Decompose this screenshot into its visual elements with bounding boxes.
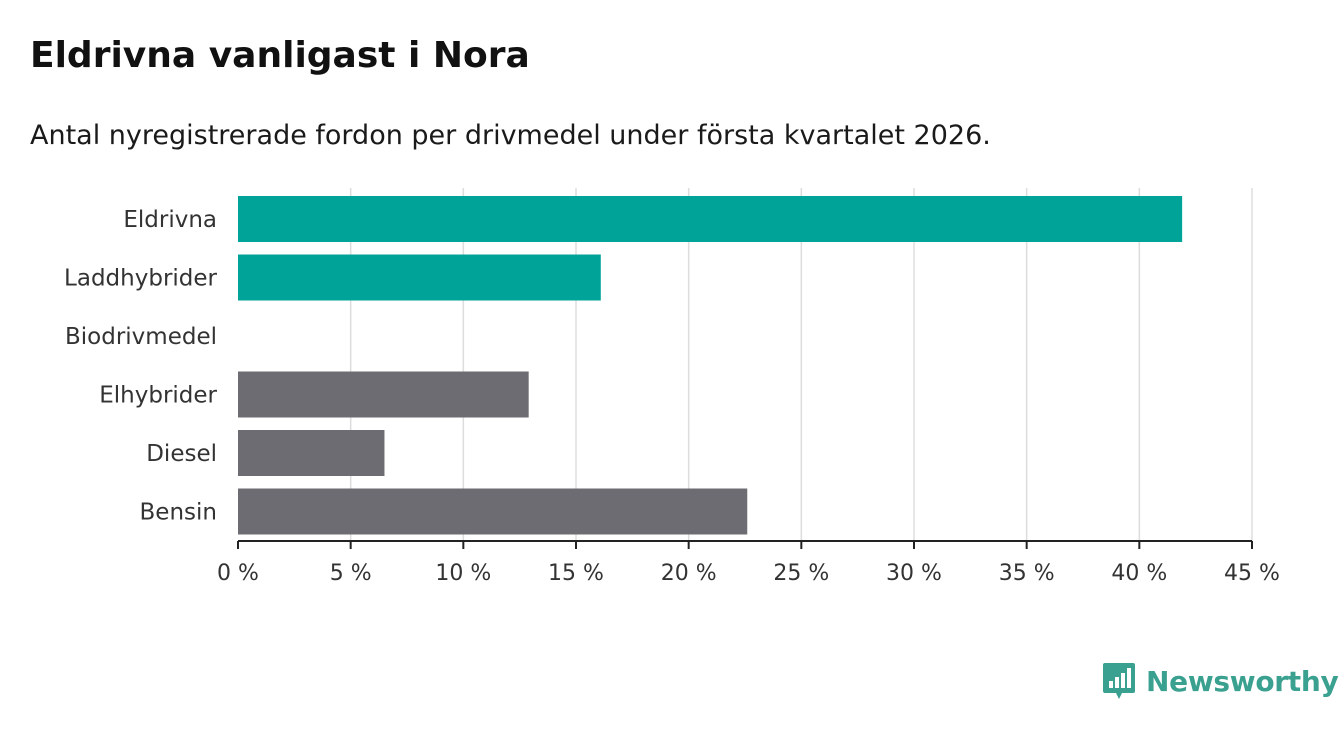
chart-subtitle: Antal nyregistrerade fordon per drivmede… xyxy=(30,120,991,151)
x-axis: 0 % 5 % 10 % 15 % 20 % 25 % 30 % 35 % 40 % 45 % xyxy=(217,540,1280,586)
bar-laddhybrider xyxy=(238,254,601,301)
x-tick-label: 45 % xyxy=(1224,561,1280,586)
x-tick-label: 30 % xyxy=(886,561,942,586)
category-label: Laddhybrider xyxy=(64,266,217,292)
bar-bensin xyxy=(238,488,748,535)
category-label: Eldrivna xyxy=(123,207,217,233)
chart-title: Eldrivna vanligast i Nora xyxy=(30,35,530,76)
grid-lines xyxy=(349,188,1253,541)
category-labels: Eldrivna Laddhybrider Biodrivmedel Elhybrid… xyxy=(64,207,217,526)
x-tick-label: 40 % xyxy=(1111,561,1167,586)
category-label: Biodrivmedel xyxy=(65,324,217,350)
x-tick-label: 5 % xyxy=(330,561,372,586)
bar-eldrivna xyxy=(238,196,1183,242)
x-tick-label: 10 % xyxy=(435,561,491,586)
x-tick-label: 15 % xyxy=(548,561,604,586)
newsworthy-logo: Newsworthy xyxy=(1102,660,1339,702)
x-tick-label: 25 % xyxy=(773,561,829,586)
brand-name: Newsworthy xyxy=(1146,664,1339,698)
category-label: Bensin xyxy=(140,500,217,526)
category-label: Diesel xyxy=(146,441,217,467)
bar-chart-icon xyxy=(1103,663,1135,699)
category-label: Elhybrider xyxy=(99,383,217,409)
x-tick-label: 0 % xyxy=(217,561,259,586)
bar-chart: 0 % 5 % 10 % 15 % 20 % 25 % 30 % 35 % 40 % 45 % E… xyxy=(64,188,1280,586)
bars xyxy=(238,196,1183,535)
bar-diesel xyxy=(238,430,385,476)
x-tick-label: 35 % xyxy=(999,561,1055,586)
x-tick-label: 20 % xyxy=(661,561,717,586)
bar-elhybrider xyxy=(238,371,529,418)
